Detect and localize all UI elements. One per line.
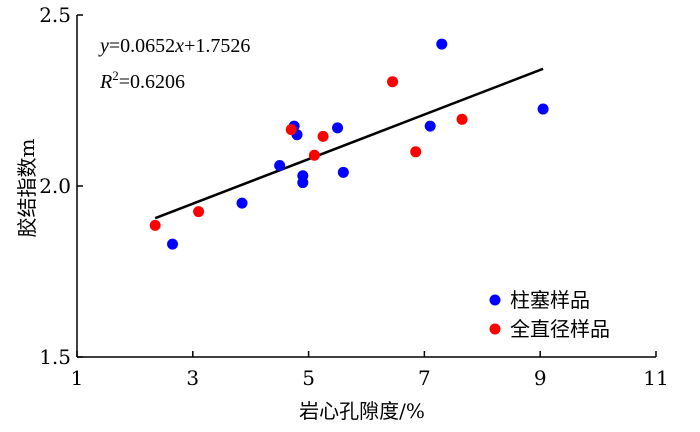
x-tick-label: 5 [302,366,315,390]
plunger-sample-point [537,103,549,115]
full-diameter-sample-point [410,146,422,158]
y-tick-label: 2.0 [39,174,71,198]
plot-area: 1 3 5 7 9 11 1.5 2.0 2.5 [39,3,669,390]
legend-marker [489,323,501,335]
r-squared-superscript: 2 [112,68,119,83]
r-squared: R2=0.6206 [99,68,185,93]
x-tick-label: 3 [186,366,199,390]
x-ticks: 1 3 5 7 9 11 [71,351,669,390]
x-axis-title: 岩心孔隙度/% [299,399,425,423]
equation-part-2: +1.7526 [184,35,250,57]
legend-marker [489,294,501,306]
y-axis-title: 胶结指数m [15,138,39,237]
plunger-sample-point [236,197,248,209]
x-tick-label: 7 [418,366,431,390]
r-squared-value: =0.6206 [119,71,185,93]
r-squared-letter: R [99,71,112,93]
full-diameter-sample-point [387,76,399,88]
x-tick-label: 11 [643,366,668,390]
legend-label: 柱塞样品 [510,288,590,312]
plunger-sample-point [436,38,448,50]
x-tick-label: 9 [534,366,547,390]
y-tick-label: 1.5 [39,345,71,369]
y-axis-title-text: 胶结指数m [15,138,39,237]
plunger-sample-point [332,122,344,134]
equation-y-var: y [98,35,109,57]
plunger-sample-point [167,238,179,250]
fit-line [154,67,544,220]
full-diameter-sample-point [456,113,468,125]
full-diameter-sample-point [149,219,161,231]
y-tick-label: 2.5 [39,3,71,27]
full-diameter-sample-point [317,130,329,142]
y-ticks: 1.5 2.0 2.5 [39,3,83,369]
x-tick-label: 1 [71,366,84,390]
equation-part-1: =0.0652 [109,35,175,57]
plunger-sample-point [337,166,349,178]
regression-equation: y=0.0652x+1.7526 [98,35,250,57]
full-diameter-sample-point [308,149,320,161]
plunger-sample-point [297,177,309,189]
plunger-sample-point [274,159,286,171]
plunger-sample-point [424,120,436,132]
data-points [149,38,549,250]
full-diameter-sample-point [193,206,205,218]
full-diameter-sample-point [285,124,297,136]
equation-x-var: x [174,35,184,57]
legend-label: 全直径样品 [510,317,610,341]
